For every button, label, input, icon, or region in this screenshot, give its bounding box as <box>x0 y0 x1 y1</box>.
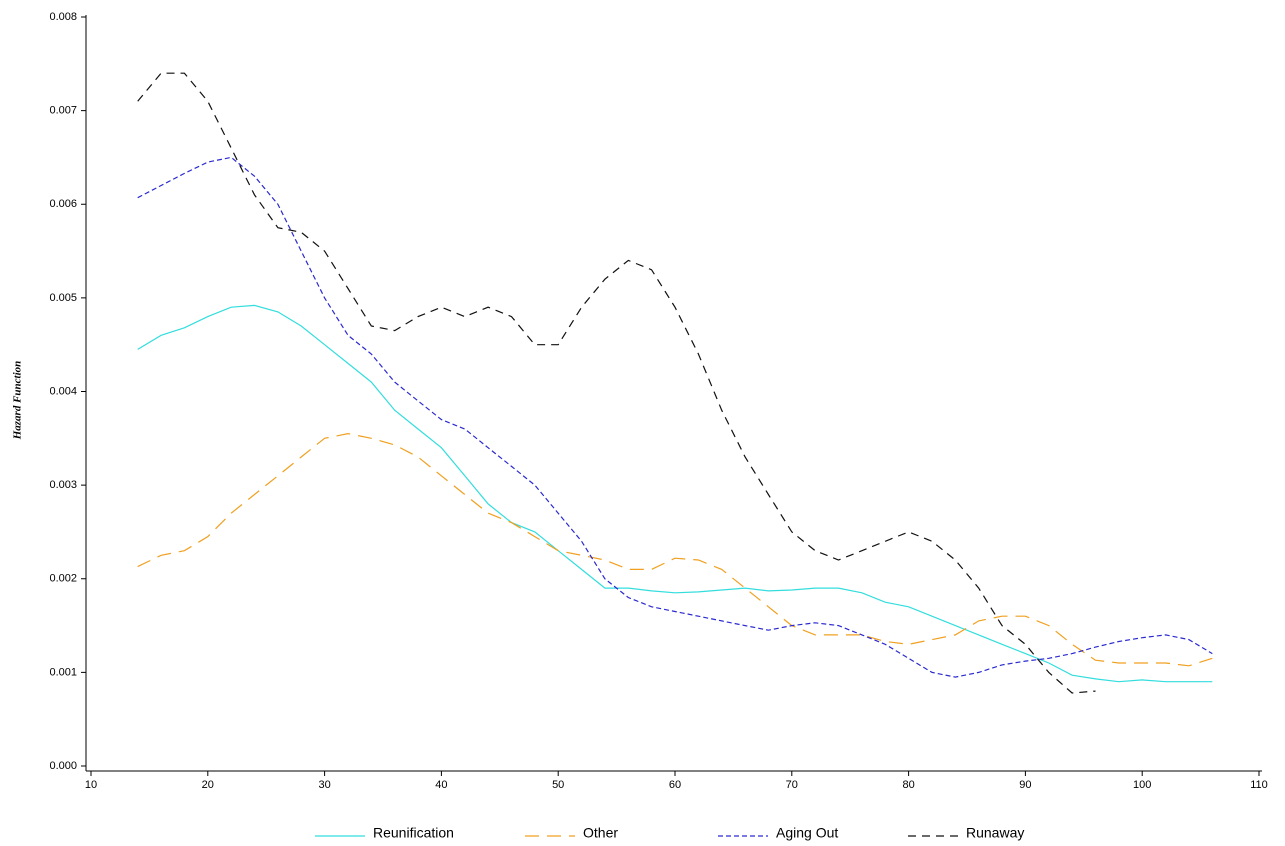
legend-label: Runaway <box>966 825 1024 841</box>
x-tick-label: 60 <box>669 779 681 791</box>
legend-label: Other <box>583 825 618 841</box>
y-tick-label: 0.005 <box>49 292 77 304</box>
series-line <box>137 72 1096 694</box>
y-tick-label: 0.000 <box>49 760 77 772</box>
x-tick-label: 50 <box>552 779 564 791</box>
y-tick-label: 0.002 <box>49 573 77 585</box>
x-tick-label: 30 <box>318 779 330 791</box>
x-tick-label: 80 <box>902 779 914 791</box>
x-tick-label: 110 <box>1250 779 1268 791</box>
x-tick-label: 70 <box>786 779 798 791</box>
y-tick-label: 0.001 <box>49 666 77 678</box>
series-line <box>137 432 1213 667</box>
y-tick-label: 0.003 <box>49 479 77 491</box>
y-tick-label: 0.008 <box>49 11 77 23</box>
x-tick-label: 100 <box>1133 779 1151 791</box>
legend-label: Aging Out <box>776 825 838 841</box>
series-line <box>137 304 1213 683</box>
series-line <box>137 156 1213 678</box>
x-tick-label: 20 <box>202 779 214 791</box>
x-tick-label: 90 <box>1019 779 1031 791</box>
legend-label: Reunification <box>373 825 454 841</box>
x-tick-label: 10 <box>85 779 97 791</box>
y-tick-label: 0.004 <box>49 385 77 397</box>
x-tick-label: 40 <box>435 779 447 791</box>
y-tick-label: 0.006 <box>49 198 77 210</box>
y-axis-label: Hazard Function <box>12 361 24 441</box>
y-tick-label: 0.007 <box>49 105 77 117</box>
